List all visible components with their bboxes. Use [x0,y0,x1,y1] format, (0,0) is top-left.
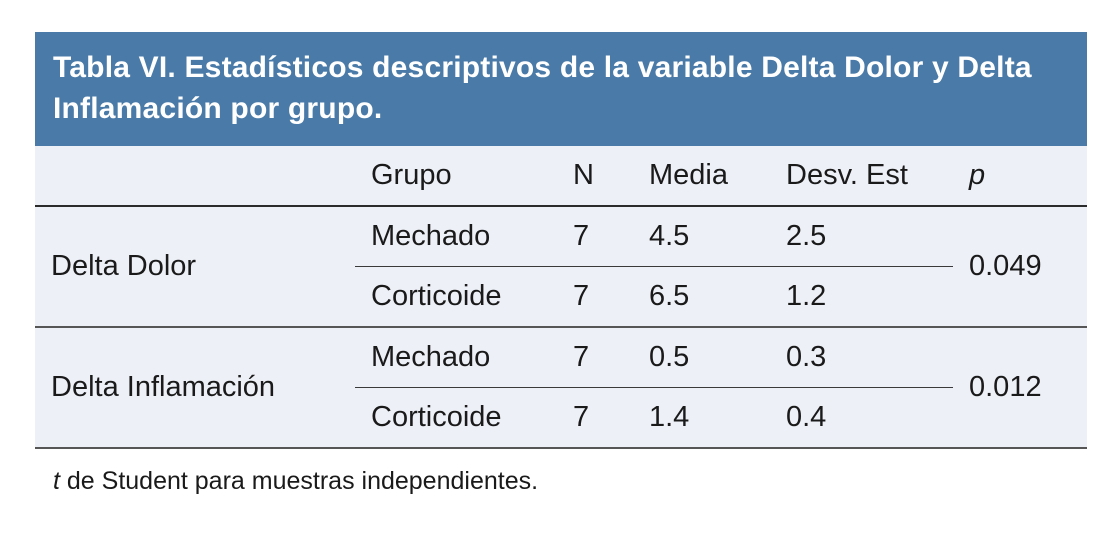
cell-media: 4.5 [633,205,770,267]
cell-desv-est: 1.2 [770,266,953,328]
cell-p-value-delta-inflamacion: 0.012 [953,326,1087,449]
cell-grupo: Mechado [355,205,557,267]
col-header-grupo: Grupo [355,145,557,207]
col-header-p: p [953,145,1087,207]
table-row-delta-inflamacion-mechado: Delta Inflamación Mechado 7 0.5 0.3 0.01… [35,326,1087,449]
cell-desv-est: 2.5 [770,205,953,267]
cell-n: 7 [557,205,633,267]
cell-grupo: Corticoide [355,387,557,449]
table-title: Tabla VI. Estadísticos descriptivos de l… [53,51,1032,126]
cell-desv-est: 0.3 [770,326,953,388]
table-row-delta-dolor-corticoide: Corticoide 7 6.5 1.2 [35,266,1087,328]
cell-n: 7 [557,326,633,388]
cell-media: 1.4 [633,387,770,449]
footnote-statistic-symbol: t [53,466,60,495]
cell-media: 0.5 [633,326,770,388]
table-title-bar: Tabla VI. Estadísticos descriptivos de l… [35,32,1087,146]
row-group-label-delta-inflamacion: Delta Inflamación [35,326,355,449]
cell-desv-est: 0.4 [770,387,953,449]
col-header-desv-est: Desv. Est [770,145,953,207]
footnote-text: de Student para muestras independientes. [59,466,539,495]
cell-grupo: Corticoide [355,266,557,328]
cell-n: 7 [557,266,633,328]
cell-p-value-delta-dolor: 0.049 [953,205,1087,328]
col-header-media: Media [633,145,770,207]
cell-n: 7 [557,387,633,449]
col-header-empty [35,145,355,207]
cell-media: 6.5 [633,266,770,328]
statistics-table: Grupo N Media Desv. Est p Delta Dolor Me… [35,145,1087,449]
header-row: Grupo N Media Desv. Est p [35,145,1087,207]
cell-grupo: Mechado [355,326,557,388]
col-header-n: N [557,145,633,207]
table-row-delta-inflamacion-corticoide: Corticoide 7 1.4 0.4 [35,387,1087,449]
table-row-delta-dolor-mechado: Delta Dolor Mechado 7 4.5 2.5 0.049 [35,205,1087,328]
footnote: t de Student para muestras independiente… [53,467,1087,496]
row-group-label-delta-dolor: Delta Dolor [35,205,355,328]
